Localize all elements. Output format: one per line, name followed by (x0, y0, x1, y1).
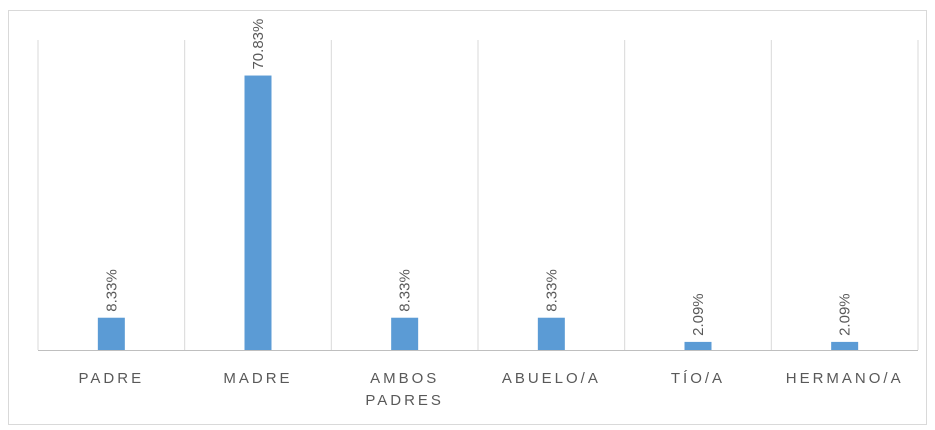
bar (831, 341, 859, 350)
bar (244, 75, 272, 350)
value-label: 2.09% (837, 293, 854, 336)
x-tick-label: AMBOS PADRES (365, 370, 444, 409)
x-tick-label: HERMANO/A (785, 370, 904, 387)
bar (391, 317, 419, 350)
value-label: 2.09% (690, 293, 707, 336)
x-tick-label: TÍO/A (670, 370, 726, 387)
value-label: 8.33% (397, 269, 414, 312)
value-label: 8.33% (103, 269, 120, 312)
x-tick-label: ABUELO/A (501, 370, 601, 387)
bar (684, 341, 712, 350)
x-tick-label: MADRE (223, 370, 293, 387)
chart-border (8, 10, 927, 425)
x-tick-label: PADRE (78, 370, 145, 387)
value-label: 70.83% (250, 19, 267, 70)
bar (97, 317, 125, 350)
bar (537, 317, 565, 350)
value-label: 8.33% (543, 269, 560, 312)
